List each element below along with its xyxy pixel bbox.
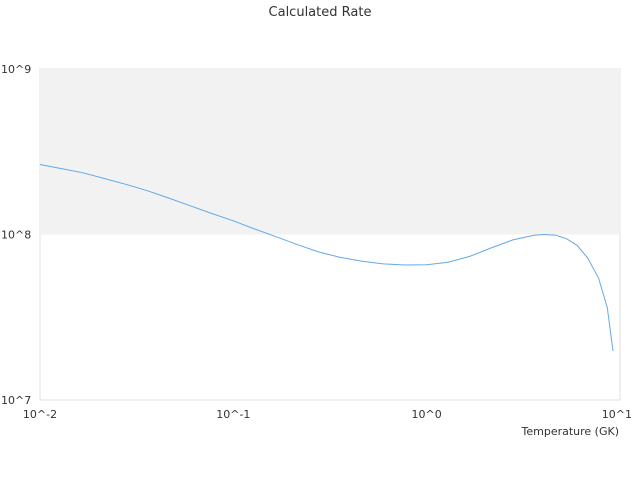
x-axis-label: Temperature (GK) <box>521 425 620 438</box>
chart-title: Calculated Rate <box>269 5 372 20</box>
x-tick-label: 10^0 <box>412 408 442 421</box>
y-tick-label: 10^9 <box>1 63 31 76</box>
x-tick-label: 10^-1 <box>216 408 250 421</box>
series-group <box>39 164 614 351</box>
plot-band <box>40 69 620 235</box>
y-tick-label: 10^7 <box>1 394 31 407</box>
x-tick-label: 10^-2 <box>23 408 57 421</box>
y-tick-label: 10^8 <box>1 229 31 242</box>
x-tick-label: 10^1 <box>602 408 632 421</box>
y-axis: 10^7 10^8 10^9 <box>1 63 31 407</box>
x-axis: 10^-2 10^-1 10^0 10^1 <box>23 408 632 421</box>
series-line <box>39 164 614 351</box>
